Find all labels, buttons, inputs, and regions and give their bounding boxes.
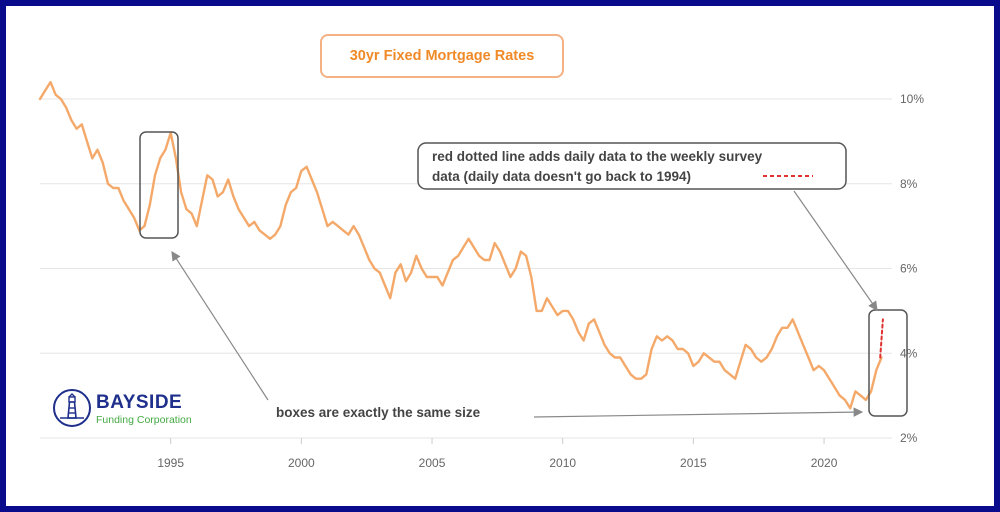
x-tick-label: 1995 bbox=[157, 456, 184, 470]
boxes-note: boxes are exactly the same size bbox=[276, 405, 481, 420]
highlight-box-1994 bbox=[139, 131, 179, 239]
arrow-callout-to-box bbox=[793, 190, 878, 311]
x-tick-label: 2010 bbox=[549, 456, 576, 470]
bayside-logo: BAYSIDE Funding Corporation bbox=[52, 388, 212, 430]
y-tick-label: 6% bbox=[900, 262, 918, 276]
arrow-to-box-1994 bbox=[171, 250, 269, 401]
callout-line-2: data (daily data doesn't go back to 1994… bbox=[432, 169, 691, 184]
logo-name: BAYSIDE bbox=[96, 392, 183, 413]
x-tick-label: 2005 bbox=[419, 456, 446, 470]
weekly-rate-series-line bbox=[38, 80, 883, 410]
series-lines bbox=[38, 80, 884, 410]
axis-ticks: 2% 4% 6% 8% 10% 1995 2000 2005 2010 2015 2020 bbox=[157, 92, 924, 470]
y-tick-label: 8% bbox=[900, 177, 918, 191]
chart-title: 30yr Fixed Mortgage Rates bbox=[349, 48, 535, 64]
chart-title-box: 30yr Fixed Mortgage Rates bbox=[320, 34, 564, 78]
daily-rate-series-line bbox=[879, 318, 884, 359]
callout-line-1: red dotted line adds daily data to the w… bbox=[432, 149, 763, 164]
x-tick-label: 2020 bbox=[811, 456, 838, 470]
x-tick-label: 2000 bbox=[288, 456, 315, 470]
y-tick-label: 2% bbox=[900, 431, 918, 445]
callout-box bbox=[417, 142, 847, 190]
logo-subtitle: Funding Corporation bbox=[96, 414, 192, 426]
lighthouse-icon bbox=[53, 389, 91, 427]
highlight-box-2021 bbox=[868, 309, 908, 417]
y-tick-label: 10% bbox=[900, 92, 924, 106]
arrow-to-box-2021 bbox=[533, 407, 864, 418]
x-tick-label: 2015 bbox=[680, 456, 707, 470]
y-tick-label: 4% bbox=[900, 346, 918, 360]
